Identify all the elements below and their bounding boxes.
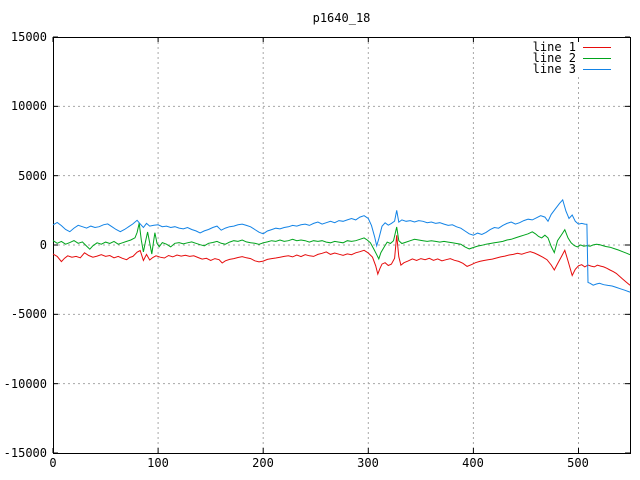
y-tick--15000: -15000 <box>3 446 47 460</box>
legend-sample-line-2 <box>583 58 611 59</box>
legend-sample-line-1 <box>583 47 611 48</box>
legend-label-line-1: line 1 <box>532 40 576 54</box>
x-tick-500: 500 <box>567 456 589 470</box>
legend-label-line-2: line 2 <box>532 51 576 65</box>
y-tick-5000: 5000 <box>18 169 47 183</box>
y-tick-15000: 15000 <box>10 30 47 44</box>
y-tick-0: 0 <box>39 238 47 252</box>
y-tick--10000: -10000 <box>3 377 47 391</box>
x-tick-300: 300 <box>357 456 379 470</box>
legend: line 1 line 2 line 3 <box>528 40 611 76</box>
y-tick-10000: 10000 <box>10 99 47 113</box>
page-title: p1640_18 <box>312 11 371 25</box>
legend-entry-line-1: line 1 <box>532 40 611 54</box>
x-tick-0: 0 <box>49 456 57 470</box>
x-tick-200: 200 <box>252 456 274 470</box>
legend-entry-line-2: line 2 <box>532 51 611 65</box>
legend-sample-line-3 <box>583 69 611 70</box>
y-tick--5000: -5000 <box>10 307 47 321</box>
x-tick-100: 100 <box>147 456 169 470</box>
x-tick-400: 400 <box>462 456 484 470</box>
legend-label-line-3: line 3 <box>532 62 576 76</box>
legend-entry-line-3: line 3 <box>532 62 611 76</box>
